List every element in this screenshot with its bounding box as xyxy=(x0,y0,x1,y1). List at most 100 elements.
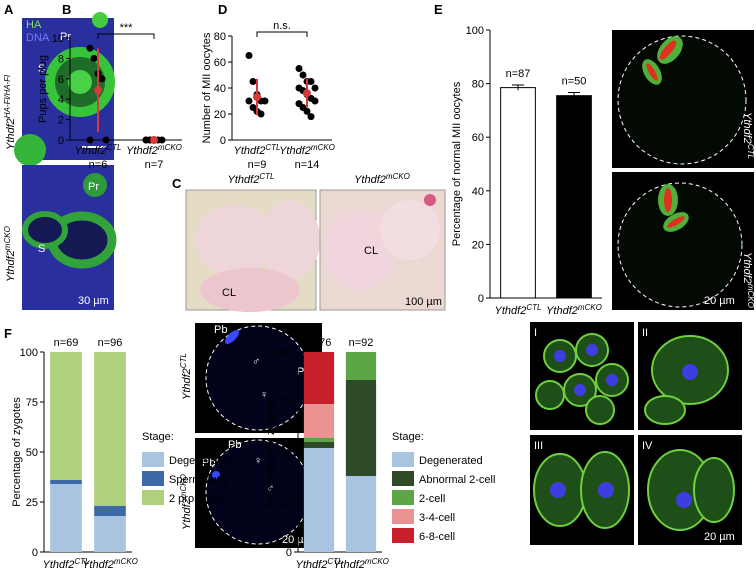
image-label: Pb xyxy=(202,457,215,469)
significance-bracket xyxy=(256,31,308,37)
n-label: n=69 xyxy=(54,337,79,349)
mean-point xyxy=(253,93,261,102)
legend-label: 2 pronuclei xyxy=(169,493,223,505)
data-point xyxy=(311,97,319,105)
allele: CTL xyxy=(106,143,121,152)
category-label: Ythdf2mCKO xyxy=(546,303,602,318)
allele: mCKO xyxy=(311,143,335,152)
data-point xyxy=(307,113,315,121)
genotype-label: Ythdf2CTL xyxy=(179,353,194,400)
data-point xyxy=(90,54,98,62)
stage-label: III xyxy=(534,440,543,452)
allele: mCKO xyxy=(158,143,182,152)
y-tick-label: 40 xyxy=(472,186,484,198)
gene: Ythdf2 xyxy=(741,112,753,144)
y-tick-label: 100 xyxy=(274,347,292,359)
y-tick-label: 0 xyxy=(32,547,38,559)
gene: Ythdf2 xyxy=(333,559,365,571)
y-tick-label: 60 xyxy=(472,132,484,144)
data-point xyxy=(311,84,319,92)
data-point xyxy=(102,136,110,144)
y-tick-label: 25 xyxy=(26,497,38,509)
y-axis-label: Percentage of zygotes xyxy=(265,397,277,507)
y-tick-label: 0 xyxy=(58,135,64,147)
image-label: CL xyxy=(222,287,236,299)
mean-point xyxy=(94,86,102,95)
scale-label: 20 µm xyxy=(704,531,735,543)
y-axis-label: Pups per plug xyxy=(37,55,49,123)
y-tick-label: 20 xyxy=(472,239,484,251)
genotype-label: Ythdf2mCKO xyxy=(354,172,410,187)
category-label: Ythdf2CTL xyxy=(234,143,281,158)
gene: Ythdf2 xyxy=(126,145,158,157)
allele: mCKO xyxy=(578,303,602,312)
data-point xyxy=(86,136,94,144)
image-a-bottom xyxy=(22,165,117,310)
category-label: Ythdf2CTL xyxy=(296,557,343,572)
legend-label: 6-8-cell xyxy=(419,531,455,543)
y-tick-label: 80 xyxy=(214,31,226,43)
bar-segment xyxy=(303,442,335,448)
genotype-label: Ythdf2mCKO xyxy=(741,252,756,308)
data-point xyxy=(98,75,106,83)
y-axis-label: Percentage of zygotes xyxy=(11,397,23,507)
y-axis-label: Percentage of normal MII oocytes xyxy=(451,81,463,246)
gene: Ythdf2 xyxy=(5,250,17,282)
y-tick-label: 0 xyxy=(220,135,226,147)
image-f xyxy=(195,323,322,548)
data-point xyxy=(257,110,265,118)
channel-label: HA xyxy=(26,19,42,31)
bar-segment xyxy=(50,480,82,484)
legend-label: 2-cell xyxy=(419,493,445,505)
allele: mCKO xyxy=(179,474,188,498)
gene: Ythdf2 xyxy=(5,118,17,150)
legend-label: Abnormal 2-cell xyxy=(419,474,495,486)
n-label: n=76 xyxy=(307,337,332,349)
image-c xyxy=(185,189,446,312)
error-bar xyxy=(568,91,580,99)
panel-label: C xyxy=(172,176,182,191)
category-label: Ythdf2CTL xyxy=(75,143,122,158)
y-tick-label: 75 xyxy=(26,397,38,409)
n-label: n=96 xyxy=(98,337,123,349)
legend-label: Degenerated xyxy=(419,455,483,467)
category-label: Ythdf2mCKO xyxy=(82,557,138,572)
allele: CTL xyxy=(526,303,541,312)
allele: CTL xyxy=(265,143,280,152)
bar-segment xyxy=(345,352,377,380)
bar-segment xyxy=(303,404,335,438)
bar-segment xyxy=(303,438,335,442)
image-label: Pr xyxy=(88,181,99,193)
gene: Ythdf2 xyxy=(43,559,75,571)
allele: mCKO xyxy=(3,226,12,250)
gene: Ythdf2 xyxy=(181,498,193,530)
panel-label: A xyxy=(4,2,14,17)
bar-segment xyxy=(94,506,126,516)
data-point xyxy=(299,71,307,79)
data-point xyxy=(245,97,253,105)
bar-segment xyxy=(303,352,335,404)
bar-segment xyxy=(50,352,82,480)
allele: HA-Fl/HA-Fl xyxy=(3,75,12,118)
image-a-top xyxy=(14,12,115,166)
legend-label: 3-4-cell xyxy=(419,512,455,524)
gene: Ythdf2 xyxy=(228,174,260,186)
legend-swatch xyxy=(142,471,164,486)
category-label: Ythdf2CTL xyxy=(495,303,542,318)
gene: Ythdf2 xyxy=(354,174,386,186)
allele: mCKO xyxy=(114,557,138,566)
data-point xyxy=(86,44,94,52)
data-point xyxy=(295,65,303,72)
gene: Ythdf2 xyxy=(181,368,193,400)
bar-segment xyxy=(345,380,377,476)
gene: Ythdf2 xyxy=(741,252,753,284)
y-tick-label: 20 xyxy=(214,109,226,121)
bar xyxy=(556,95,592,299)
n-label: n=9 xyxy=(248,159,267,171)
n-label: n=87 xyxy=(506,68,531,80)
mean-point xyxy=(303,89,311,98)
legend-swatch xyxy=(142,490,164,505)
n-label: n=92 xyxy=(349,337,374,349)
genotype-label: Ythdf2CTL xyxy=(741,112,756,159)
y-tick-label: 80 xyxy=(472,79,484,91)
